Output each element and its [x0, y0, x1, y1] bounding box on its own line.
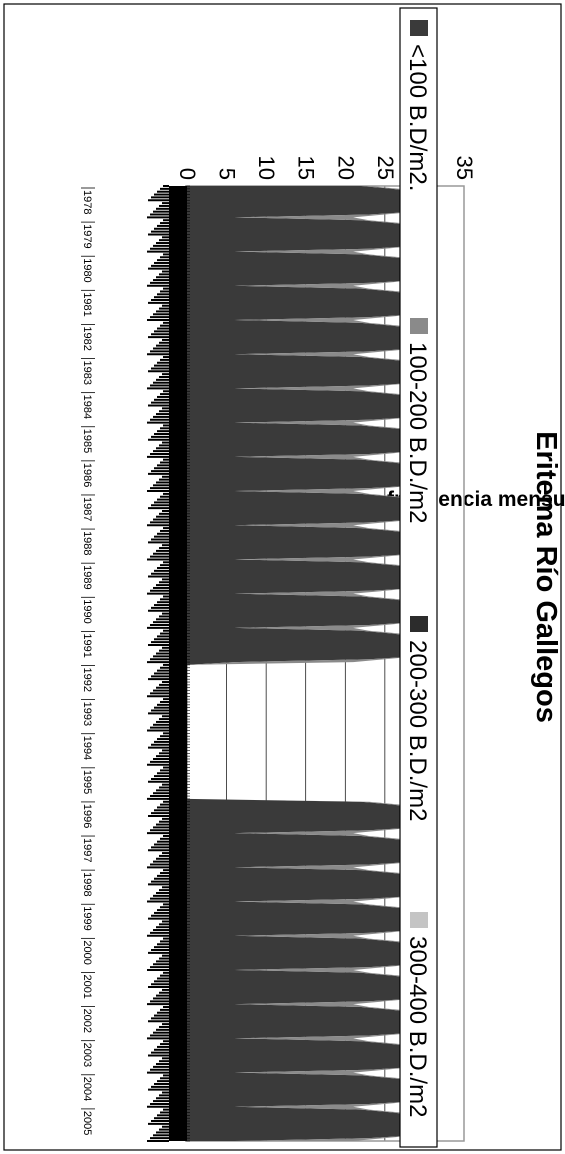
x-tick-label: 1988: [81, 531, 93, 555]
x-tick-label: 1981: [81, 292, 93, 316]
series-area-2: [187, 186, 425, 1141]
x-tick-label: 1983: [81, 361, 93, 385]
x-tick-label: 1982: [81, 326, 93, 350]
x-tick-label: 2003: [81, 1043, 93, 1067]
x-tick-label: 1992: [81, 668, 93, 692]
chart-title: Eritema Río Gallegos: [530, 431, 562, 723]
y-tick-label: 25: [373, 156, 398, 180]
x-tick-label: 1987: [81, 497, 93, 521]
x-tick-label: 1985: [81, 429, 93, 453]
legend-label: <100 B.D/m2.: [404, 44, 431, 191]
monthly-tick-band: [169, 186, 187, 1141]
x-tick-label: 1990: [81, 599, 93, 623]
legend-box: [399, 7, 438, 1148]
legend-label: 300-400 B.D./m2: [404, 936, 431, 1117]
x-tick-label: 1997: [81, 838, 93, 862]
x-tick-label: 1999: [81, 906, 93, 930]
x-tick-label: 1989: [81, 565, 93, 589]
legend-swatch: [410, 912, 428, 928]
legend-label: 200-300 B.D./m2: [404, 640, 431, 821]
y-tick-label: 5: [215, 168, 240, 180]
legend-swatch: [410, 318, 428, 334]
x-tick-label: 2002: [81, 1009, 93, 1033]
x-tick-label: 2005: [81, 1111, 93, 1135]
x-tick-label: 1979: [81, 224, 93, 248]
x-tick-label: 1984: [81, 395, 93, 419]
legend-swatch: [410, 20, 428, 36]
x-tick-label: 1980: [81, 258, 93, 282]
x-tick-label: 2004: [81, 1077, 93, 1101]
legend: <100 B.D/m2. 100-200 B.D./m2 200-300 B.D./…: [399, 7, 438, 1148]
legend-items: <100 B.D/m2. 100-200 B.D./m2 200-300 B.D./…: [404, 20, 431, 1117]
series-area-1: [187, 186, 425, 1141]
y-tick-label: 35: [452, 156, 477, 180]
x-tick-label: 1995: [81, 770, 93, 794]
x-tick-label: 1978: [81, 190, 93, 214]
legend-label: 100-200 B.D./m2: [404, 342, 431, 523]
x-tick-label: 1998: [81, 872, 93, 896]
rotated-chart-group: Eritema Río Gallegos frecuencia mensual …: [81, 7, 565, 1148]
x-tick-label: 1994: [81, 736, 93, 760]
y-tick-label: 20: [333, 156, 358, 180]
y-tick-label: 10: [254, 156, 279, 180]
x-axis-ticks: 1978 1979 1980 1981 1982 1983 1984 1985 1986 1987…: [81, 187, 95, 1135]
x-tick-label: 1986: [81, 463, 93, 487]
plot-area: [147, 185, 465, 1142]
y-tick-label: 15: [294, 156, 319, 180]
x-tick-label: 2000: [81, 940, 93, 964]
x-tick-label: 1993: [81, 702, 93, 726]
x-tick-label: 1996: [81, 804, 93, 828]
legend-swatch: [410, 616, 428, 632]
x-tick-label: 1991: [81, 633, 93, 657]
y-tick-label: 0: [175, 168, 200, 180]
x-tick-label: 2001: [81, 974, 93, 998]
